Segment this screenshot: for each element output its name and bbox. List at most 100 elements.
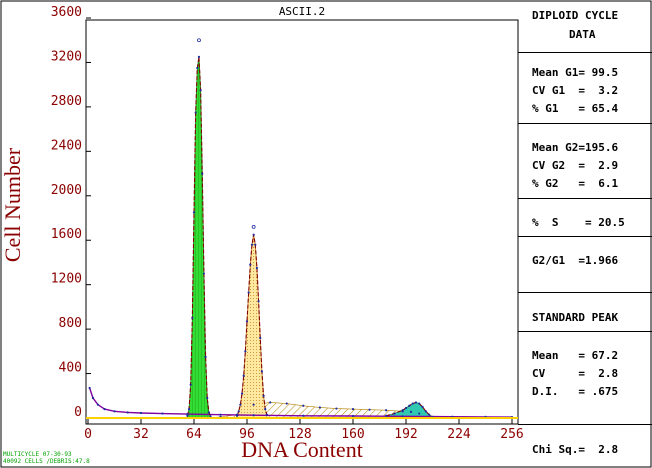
stat-cv-g1: CV G1 = 3.2 [532,84,619,97]
data-point [235,413,239,416]
data-point [421,405,424,408]
data-point [262,394,265,397]
y-axis-ticks: 0 400 800 1200 1600 2000 2400 2800 3200 3600 [51,5,91,420]
data-point [244,350,247,353]
y-tick-label: 3200 [51,49,82,64]
x-tick-label: 32 [133,427,149,442]
stats-divider [518,331,652,332]
stat-pct-s: % S = 20.5 [532,216,625,229]
data-point [199,89,202,92]
data-point [252,403,255,406]
data-point [209,415,212,418]
stat-pct-g1: % G1 = 65.4 [532,102,619,115]
stats-divider [518,292,652,293]
data-point [113,410,116,413]
data-point [393,412,396,415]
data-point [126,411,129,414]
data-point [351,414,355,418]
stat-mean-g2: Mean G2=195.6 [532,141,619,154]
data-point [187,408,191,411]
x-tick-label: 0 [84,427,92,442]
x-tick-label: 96 [239,427,255,442]
data-point [265,413,268,416]
data-point [351,408,355,411]
data-point [237,410,240,413]
data-point [404,406,408,410]
data-point [194,111,197,114]
stats-divider [518,52,652,53]
data-point [247,291,250,294]
x-tick-label: 224 [447,427,471,442]
fit-line [385,401,433,418]
data-point [191,316,194,320]
y-tick-label: 2000 [51,183,82,198]
data-point [202,272,206,275]
data-point [103,408,106,411]
data-point [189,383,192,386]
data-point [285,402,288,405]
stat-std-mean: Mean = 67.2 [532,349,619,362]
x-tick-label: 192 [394,427,417,442]
data-point [428,413,431,416]
data-point [186,414,189,417]
stats-divider [518,424,652,425]
x-axis-label: DNA Content [241,437,363,462]
x-tick-label: 160 [341,427,364,442]
stat-g2-g1-ratio: G2/G1 =1.966 [532,254,619,267]
data-point [257,300,260,303]
data-point [196,66,199,70]
data-point [302,414,305,417]
data-point [401,415,404,418]
x-tick-label: 256 [500,427,523,442]
footer-line-1: MULTICYCLE 07-30-93 [3,451,72,458]
stat-chi-sq: Chi Sq.= 2.8 [532,443,619,456]
data-point [302,404,305,407]
stats-divider [518,236,652,237]
data-point [368,408,371,411]
x-tick-label: 128 [288,427,311,442]
y-tick-label: 0 [74,405,82,420]
data-point [260,370,264,373]
data-point [252,414,255,417]
data-point [401,409,404,412]
stats-divider [518,123,652,124]
stat-mean-g1: Mean G1= 99.5 [532,66,619,79]
data-point [269,401,272,404]
fit-line [186,56,212,417]
data-point [424,410,427,413]
stat-pct-g2: % G2 = 6.1 [532,177,619,190]
y-tick-label: 400 [59,361,82,376]
data-point [201,172,204,175]
plot-area [85,19,519,425]
data-point [254,243,257,246]
y-tick-label: 800 [59,316,82,331]
y-axis-label: Cell Number [0,147,25,262]
data-point [245,320,249,323]
x-tick-label: 64 [186,427,202,442]
data-point [264,408,267,411]
data-point [335,407,338,410]
stat-standard-peak-header: STANDARD PEAK [532,311,619,324]
data-point [207,411,211,414]
data-point [411,402,414,405]
y-tick-label: 2800 [51,94,82,109]
data-point [197,55,201,58]
y-tick-label: 3600 [51,5,82,20]
data-point [240,392,244,395]
data-point [408,404,411,407]
data-point [418,412,421,415]
footer-line-2: 40092 CELLS /DEBRIS:47.8 [3,458,90,465]
data-point [414,401,418,404]
data-point [96,403,100,406]
data-point [206,396,209,400]
data-point [249,263,252,266]
data-point [161,412,164,415]
chart-marks [86,38,518,420]
data-point [91,396,95,400]
data-point [88,386,91,390]
data-point [409,410,413,413]
data-point [242,374,245,377]
stats-panel: DIPLOID CYCLE DATA Mean G1= 99.5 CV G1 =… [518,0,652,468]
